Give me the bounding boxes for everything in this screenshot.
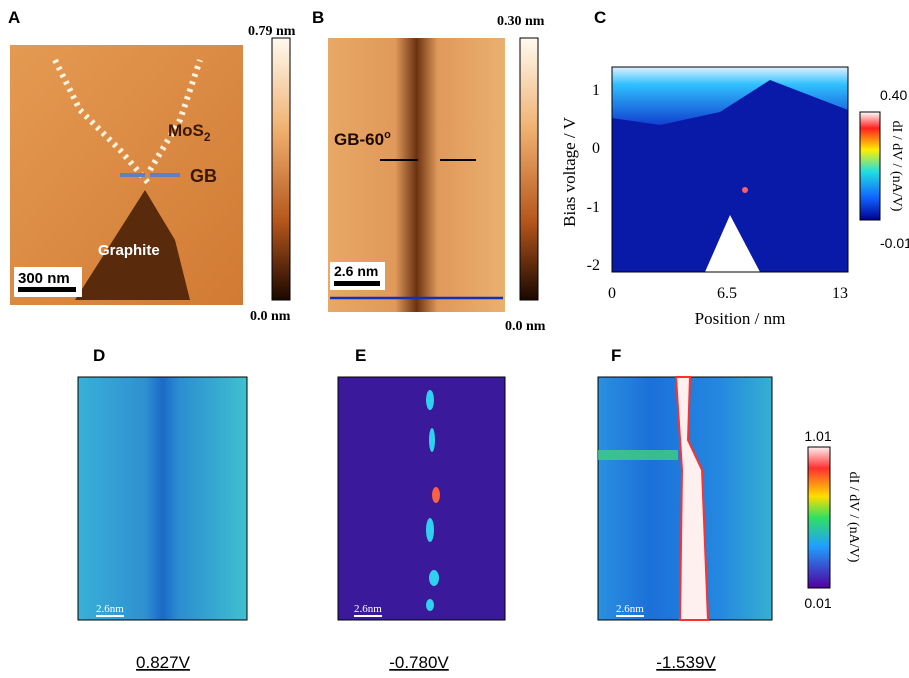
scale-bar-label: 2.6nm (354, 603, 382, 615)
scale-bar-label: 300 nm (18, 270, 70, 287)
colorbar-def: 1.01 0.01 dI / dV / (nA/V) (804, 428, 861, 611)
colorbar-max: 0.30 nm (497, 14, 545, 29)
colorbar (859, 111, 881, 221)
scale-bar (18, 287, 76, 292)
y-tick-label: 0 (592, 140, 600, 157)
x-tick-label: 13 (832, 285, 848, 302)
heatmap-band (612, 67, 848, 125)
label-graphite: Graphite (98, 242, 160, 259)
scale-bar-label: 2.6nm (96, 603, 124, 615)
plot-frame (611, 66, 849, 273)
y-tick-label: -2 (587, 257, 600, 274)
map-feature (598, 450, 678, 460)
scale-bar (334, 281, 380, 286)
x-axis: 0 6.5 13 (608, 285, 848, 302)
subscript: 2 (204, 130, 211, 144)
panel-letter: B (312, 8, 324, 27)
label: GB-60 (334, 130, 384, 149)
colorbar-min: 0.0 nm (505, 319, 546, 334)
y-tick-label: 1 (592, 82, 600, 99)
label: MoS (168, 121, 204, 140)
panel-letter: F (611, 346, 621, 365)
x-tick-label: 6.5 (717, 285, 737, 302)
panel-letter: D (93, 346, 105, 365)
label-mos2: MoS2 (168, 121, 211, 144)
colorbar-min: 0.0 nm (250, 309, 291, 324)
colorbar-min: -0.01 (880, 235, 909, 251)
colorbar-min: 0.01 (804, 595, 831, 611)
superscript: o (384, 129, 391, 141)
panel-b: B GB-60o 2.6 nm 0.30 nm 0.0 nm (312, 8, 546, 334)
panel-d: D 2.6nm 0.827V (77, 346, 248, 672)
heatmap-feature (705, 215, 760, 272)
colorbar (519, 37, 539, 301)
bias-label: 0.827V (136, 653, 191, 672)
scale-bar-label: 2.6nm (616, 603, 644, 615)
x-tick-label: 0 (608, 285, 616, 302)
x-axis-label: Position / nm (695, 309, 786, 328)
colorbar-label: dI / dV / (nA/V) (846, 472, 861, 563)
didv-map (337, 376, 506, 621)
panel-e: E 2.6nm -0.780V (337, 346, 506, 672)
colorbar-max: 0.40 (880, 87, 907, 103)
bias-label: -1.539V (656, 653, 716, 672)
y-tick-label: -1 (587, 199, 600, 216)
didv-map (77, 376, 248, 621)
panel-letter: C (594, 8, 606, 27)
boundary-states (426, 390, 440, 611)
y-axis: 1 0 -1 -2 (587, 82, 600, 274)
colorbar-max: 1.01 (804, 428, 831, 444)
colorbar (271, 37, 291, 301)
label-gb: GB (190, 166, 217, 186)
boundary-state (674, 376, 710, 621)
mos2-islands (52, 58, 203, 187)
colorbar (807, 446, 831, 589)
graphite-region (75, 190, 190, 300)
colorbar-max: 0.79 nm (248, 24, 296, 39)
panel-a: A MoS2 GB Graphite 300 nm 0.79 nm 0.0 nm (8, 8, 296, 324)
scale-bar-label: 2.6 nm (334, 263, 378, 279)
panel-letter: A (8, 8, 20, 27)
label-gb60: GB-60o (334, 129, 391, 149)
panel-f: F 2.6nm -1.539V (597, 346, 773, 672)
y-axis-label: Bias voltage / V (560, 116, 579, 226)
panel-letter: E (355, 346, 366, 365)
panel-c: C 1 0 -1 -2 0 6.5 13 Bias voltage / V Po… (560, 8, 909, 328)
heatmap-feature (742, 187, 748, 193)
bias-label: -0.780V (389, 653, 449, 672)
colorbar-label: dI / dV / (nA/V) (889, 121, 904, 212)
